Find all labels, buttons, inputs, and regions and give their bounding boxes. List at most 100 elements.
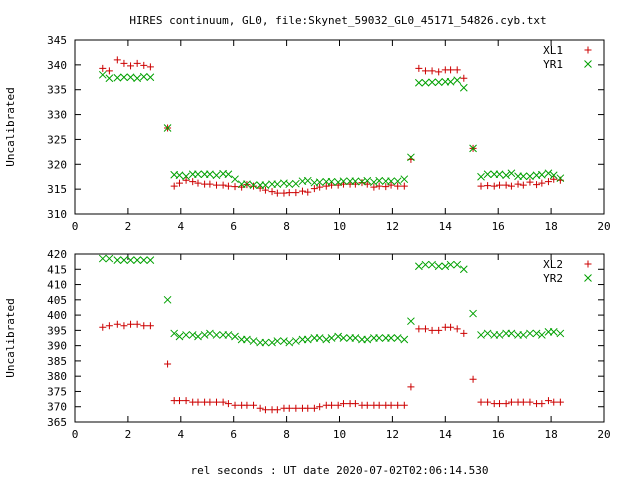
data-point-xl1 bbox=[113, 56, 121, 64]
data-point-xl1 bbox=[477, 182, 485, 190]
data-point-xl1 bbox=[428, 67, 436, 75]
data-point-yr2 bbox=[268, 338, 276, 347]
x-tick-label: 0 bbox=[72, 220, 79, 233]
data-point-yr2 bbox=[556, 329, 565, 338]
data-point-xl2 bbox=[394, 401, 402, 409]
data-point-xl1 bbox=[358, 179, 366, 187]
legend-marker bbox=[584, 46, 592, 54]
data-point-yr2 bbox=[351, 334, 360, 342]
x-tick-label: 2 bbox=[125, 220, 132, 233]
data-point-yr2 bbox=[182, 331, 190, 339]
legend-label: XL2 bbox=[543, 258, 563, 271]
data-point-xl1 bbox=[175, 179, 183, 187]
data-point-xl1 bbox=[133, 59, 141, 67]
data-point-yr2 bbox=[428, 260, 436, 269]
data-point-xl1 bbox=[127, 62, 135, 70]
data-point-xl1 bbox=[514, 180, 522, 188]
data-point-xl2 bbox=[243, 401, 251, 409]
data-point-xl1 bbox=[435, 68, 443, 76]
y-tick-label: 335 bbox=[47, 84, 67, 97]
data-point-yr1 bbox=[459, 83, 468, 92]
x-tick-label: 12 bbox=[386, 428, 399, 441]
x-tick-label: 2 bbox=[125, 428, 132, 441]
data-point-xl2 bbox=[469, 375, 477, 383]
data-point-xl2 bbox=[550, 398, 558, 406]
data-point-xl2 bbox=[415, 325, 423, 333]
data-point-xl2 bbox=[231, 401, 239, 409]
data-point-yr1 bbox=[421, 78, 430, 87]
data-point-xl2 bbox=[477, 398, 485, 406]
y-tick-label: 345 bbox=[47, 34, 67, 47]
data-point-xl2 bbox=[175, 397, 183, 405]
data-point-xl1 bbox=[224, 182, 232, 190]
data-point-xl1 bbox=[322, 182, 330, 190]
top-plot: 0 2 4 6 8 10 12 14 16 18 20 310 315 320 325 330 335 340 34… bbox=[4, 34, 611, 233]
data-point-yr2 bbox=[175, 332, 184, 341]
data-point-xl1 bbox=[231, 183, 239, 191]
data-point-yr1 bbox=[243, 180, 251, 189]
data-point-xl2 bbox=[113, 320, 121, 328]
data-point-xl2 bbox=[164, 360, 172, 368]
data-point-yr2 bbox=[212, 331, 221, 339]
data-point-yr2 bbox=[393, 334, 402, 342]
data-point-yr1 bbox=[370, 178, 378, 187]
data-point-yr2 bbox=[400, 335, 409, 344]
data-point-xl2 bbox=[194, 398, 202, 406]
data-point-xl2 bbox=[400, 401, 408, 409]
data-point-yr2 bbox=[133, 256, 142, 264]
data-point-xl1 bbox=[206, 180, 214, 188]
data-point-xl2 bbox=[502, 400, 510, 408]
data-point-yr2 bbox=[495, 331, 504, 339]
data-point-yr2 bbox=[280, 337, 288, 345]
data-point-xl2 bbox=[334, 401, 342, 409]
data-point-yr1 bbox=[231, 175, 239, 184]
data-point-yr1 bbox=[407, 153, 415, 162]
data-point-yr1 bbox=[126, 73, 135, 82]
data-point-yr1 bbox=[507, 169, 516, 178]
legend-label: YR1 bbox=[543, 58, 563, 71]
data-point-xl1 bbox=[273, 189, 281, 197]
y-tick-label: 395 bbox=[47, 324, 67, 337]
data-point-xl2 bbox=[120, 322, 128, 330]
data-point-yr1 bbox=[212, 171, 221, 180]
data-point-yr1 bbox=[446, 77, 455, 86]
data-point-xl1 bbox=[120, 59, 128, 67]
data-point-xl1 bbox=[382, 183, 390, 191]
data-point-xl1 bbox=[292, 189, 300, 197]
data-point-xl2 bbox=[544, 397, 552, 405]
data-point-xl1 bbox=[105, 67, 113, 75]
data-point-xl2 bbox=[339, 400, 347, 408]
data-point-xl1 bbox=[533, 181, 541, 189]
legend-marker bbox=[584, 260, 592, 268]
data-point-xl1 bbox=[544, 178, 552, 186]
data-point-xl2 bbox=[460, 329, 468, 337]
data-point-xl1 bbox=[415, 64, 423, 72]
x-tick-label: 6 bbox=[230, 220, 237, 233]
y-tick-label: 400 bbox=[47, 309, 67, 322]
data-point-yr1 bbox=[453, 76, 462, 85]
data-point-yr2 bbox=[421, 260, 430, 269]
y-tick-label: 415 bbox=[47, 263, 67, 276]
data-point-yr2 bbox=[469, 309, 477, 318]
data-point-xl2 bbox=[261, 406, 269, 414]
legend-marker bbox=[584, 60, 592, 68]
data-point-yr2 bbox=[477, 331, 485, 339]
data-point-xl2 bbox=[421, 325, 429, 333]
data-point-xl2 bbox=[140, 322, 148, 330]
x-tick-label: 8 bbox=[283, 220, 290, 233]
y-tick-label: 340 bbox=[47, 59, 67, 72]
data-point-xl1 bbox=[394, 182, 402, 190]
data-point-yr1 bbox=[387, 177, 395, 186]
data-point-yr1 bbox=[519, 172, 528, 181]
data-point-yr1 bbox=[273, 180, 282, 189]
data-point-xl2 bbox=[224, 400, 232, 408]
data-point-yr2 bbox=[120, 256, 128, 264]
data-point-yr2 bbox=[206, 329, 214, 338]
data-point-xl1 bbox=[370, 183, 378, 191]
data-point-yr1 bbox=[175, 171, 184, 180]
data-point-yr2 bbox=[98, 254, 107, 263]
data-point-xl1 bbox=[146, 63, 154, 71]
data-point-yr2 bbox=[334, 332, 343, 341]
x-tick-label: 4 bbox=[177, 220, 184, 233]
